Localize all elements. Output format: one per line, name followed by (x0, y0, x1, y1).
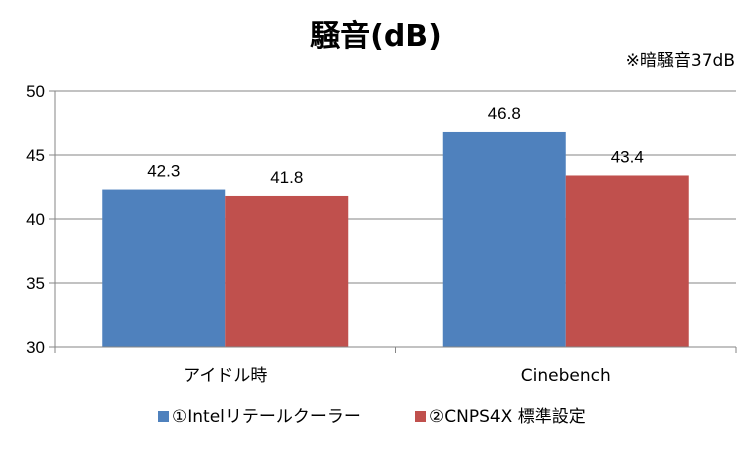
legend-swatch (158, 411, 169, 422)
data-label: 46.8 (488, 104, 521, 123)
legend-swatch (415, 411, 426, 422)
bar (442, 131, 566, 347)
y-tick-label: 45 (26, 146, 45, 165)
x-category-label: Cinebench (521, 366, 611, 386)
bar (225, 195, 349, 347)
bar (565, 175, 689, 347)
data-label: 43.4 (611, 147, 644, 166)
chart-title: 騒音(dB) (310, 19, 442, 54)
y-tick-label: 40 (26, 210, 45, 229)
background-noise-note: ※暗騒音37dB (626, 51, 735, 71)
legend-label: ①Intelリテールクーラー (172, 407, 361, 427)
y-tick-label: 50 (26, 82, 45, 101)
data-label: 42.3 (147, 162, 180, 181)
axes: 30 35 40 45 50 アイドル時 Cinebench (26, 82, 737, 386)
data-label: 41.8 (270, 168, 303, 187)
bar (102, 189, 226, 347)
legend: ①Intelリテールクーラー ②CNPS4X 標準設定 (158, 407, 586, 427)
x-category-label: アイドル時 (183, 366, 267, 386)
legend-label: ②CNPS4X 標準設定 (429, 407, 586, 427)
data-labels: 42.3 41.8 46.8 43.4 (147, 104, 644, 187)
y-tick-label: 30 (26, 338, 45, 357)
y-tick-label: 35 (26, 274, 45, 293)
bars (102, 131, 689, 347)
